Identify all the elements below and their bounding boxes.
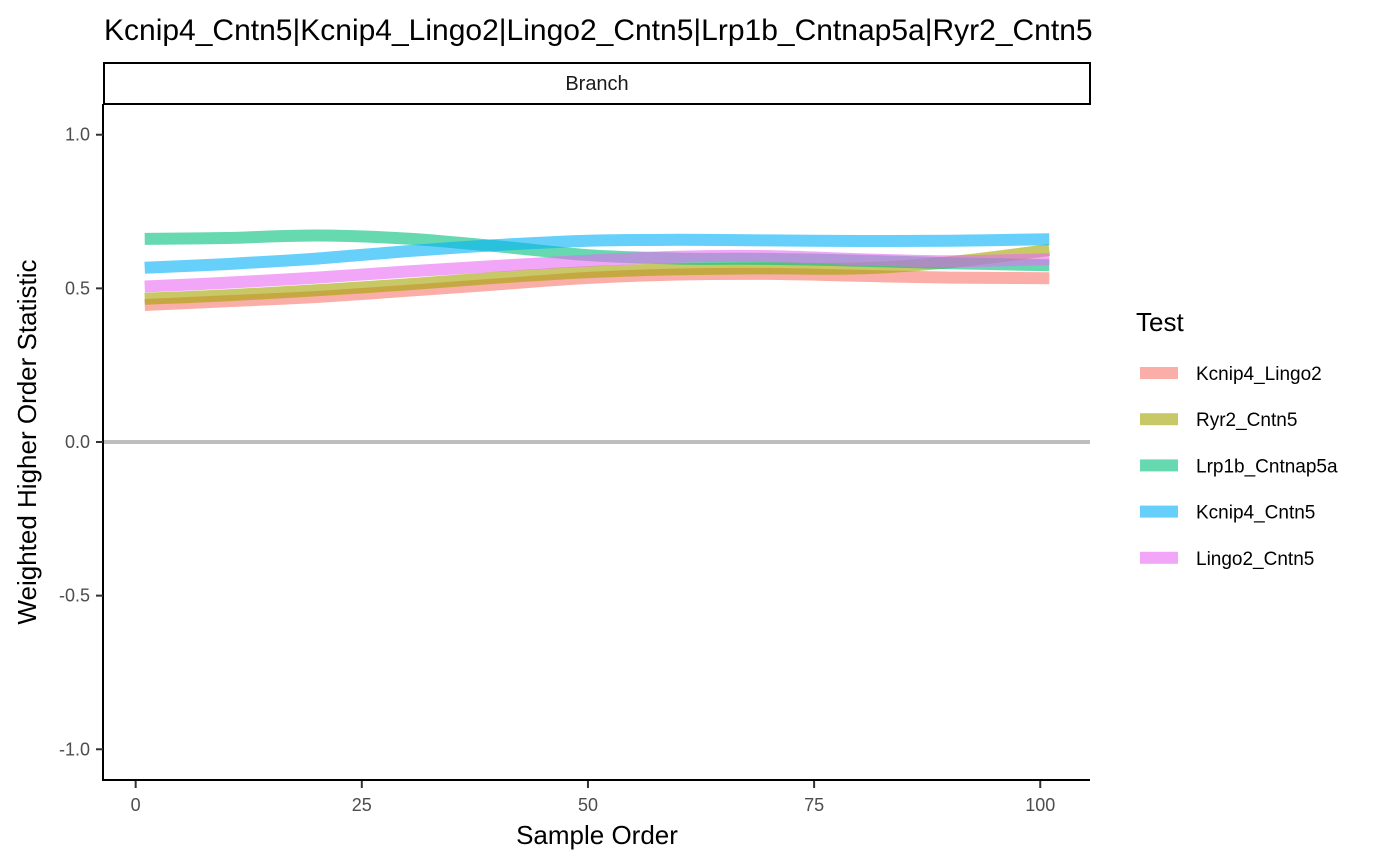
facet-strip-label: Branch: [565, 73, 628, 95]
legend-key-kcnip4-lingo2: [1140, 367, 1178, 379]
x-tick-label: 25: [352, 795, 372, 815]
chart-title: Kcnip4_Cntn5|Kcnip4_Lingo2|Lingo2_Cntn5|…: [104, 14, 1093, 47]
x-tick-label: 0: [131, 795, 141, 815]
legend-key-ryr2-cntn5: [1140, 413, 1178, 426]
x-axis-label: Sample Order: [516, 820, 678, 850]
y-axis-label: Weighted Higher Order Statistic: [12, 259, 42, 624]
legend-label-kcnip4-cntn5: Kcnip4_Cntn5: [1196, 503, 1315, 524]
y-tick-label: 0.0: [65, 432, 90, 452]
x-tick-label: 75: [804, 795, 824, 815]
legend-label-lrp1b-cntnap5a: Lrp1b_Cntnap5a: [1196, 456, 1338, 477]
y-axis-ticks: -1.0 -0.5 0.0 0.5 1.0: [59, 125, 103, 759]
legend: Test Kcnip4_Lingo2 Ryr2_Cntn5 Lrp1b_Cntnap…: [1136, 307, 1338, 570]
legend-label-ryr2-cntn5: Ryr2_Cntn5: [1196, 410, 1297, 431]
legend-label-kcnip4-lingo2: Kcnip4_Lingo2: [1196, 364, 1322, 385]
x-tick-label: 50: [578, 795, 598, 815]
legend-key-lrp1b-cntnap5a: [1140, 459, 1178, 472]
facet-strip: [103, 62, 1091, 105]
legend-key-lingo2-cntn5: [1140, 551, 1178, 564]
series-line-kcnip4-cntn5: [144, 233, 1050, 274]
x-axis-ticks: 0 25 50 75 100: [131, 781, 1055, 815]
y-tick-label: -0.5: [59, 586, 90, 606]
plot-area: [104, 229, 1090, 444]
legend-title: Test: [1136, 307, 1184, 337]
y-tick-label: -1.0: [59, 739, 90, 759]
y-tick-label: 0.5: [65, 278, 90, 298]
series-line-lingo2-cntn5: [144, 249, 1050, 293]
x-tick-label: 100: [1025, 795, 1055, 815]
legend-key-kcnip4-cntn5: [1140, 505, 1178, 518]
y-tick-label: 1.0: [65, 125, 90, 145]
legend-label-lingo2-cntn5: Lingo2_Cntn5: [1196, 549, 1314, 570]
